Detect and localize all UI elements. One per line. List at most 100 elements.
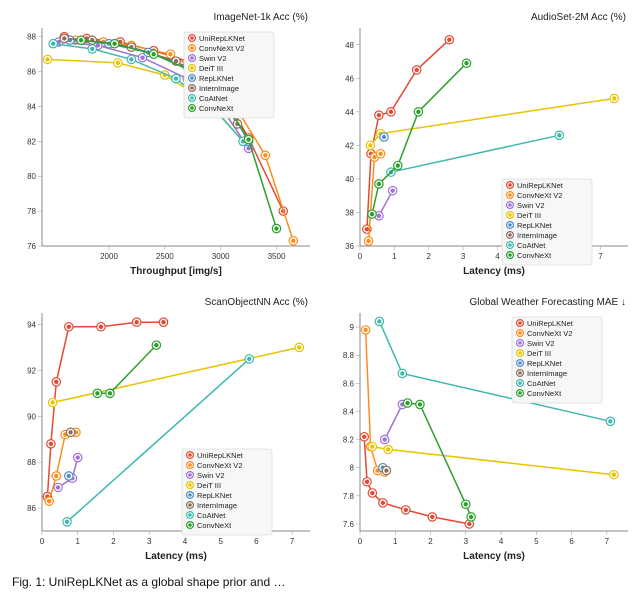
data-point-deit3 [49, 398, 57, 406]
data-point-replknet [65, 471, 73, 479]
legend-label-convnextv2: ConvNeXt V2 [527, 329, 572, 338]
data-point-convnext [416, 400, 424, 408]
data-point-deit3 [610, 470, 618, 478]
data-point-unireplknet [445, 36, 453, 44]
y-tick-label: 8.8 [343, 351, 355, 360]
data-point-coatnet [398, 369, 406, 377]
data-point-convnextv2 [261, 151, 269, 159]
x-tick-label: 3000 [212, 252, 230, 261]
x-tick-label: 1 [393, 537, 398, 546]
data-point-convnext [394, 161, 402, 169]
x-tick-label: 0 [40, 537, 45, 546]
data-point-coatnet [245, 354, 253, 362]
legend-label-convnextv2: ConvNeXt V2 [199, 44, 244, 53]
x-axis-label: Latency (ms) [463, 551, 525, 562]
y-tick-label: 90 [27, 412, 36, 421]
data-point-convnext [152, 340, 160, 348]
legend-label-convnextv2: ConvNeXt V2 [197, 461, 242, 470]
panel-weather-mae: 012345677.67.888.28.48.68.89Global Weath… [322, 289, 636, 570]
data-point-replknet [380, 133, 388, 141]
data-point-deit3 [366, 141, 374, 149]
data-point-swinv2 [54, 483, 62, 491]
data-point-deit3 [368, 442, 376, 450]
legend-label-unireplknet: UniRepLKNet [197, 451, 244, 460]
x-tick-label: 2 [111, 537, 116, 546]
legend: UniRepLKNetConvNeXt V2Swin V2DeiT IIIRep… [182, 449, 272, 535]
x-tick-label: 3 [461, 252, 466, 261]
data-point-swinv2 [74, 453, 82, 461]
data-point-unireplknet [379, 498, 387, 506]
data-point-unireplknet [363, 477, 371, 485]
x-tick-label: 7 [290, 537, 295, 546]
y-tick-label: 38 [345, 208, 354, 217]
data-point-unireplknet [387, 108, 395, 116]
data-point-convnext [93, 389, 101, 397]
y-tick-label: 8 [350, 463, 355, 472]
data-point-convnext [462, 59, 470, 67]
data-point-coatnet [555, 131, 563, 139]
figure-caption: Fig. 1: UniRepLKNet as a global shape pr… [4, 573, 636, 595]
panel-title: ScanObjectNN Acc (%) [205, 297, 308, 308]
x-tick-label: 1 [76, 537, 81, 546]
y-tick-label: 48 [345, 41, 354, 50]
legend-label-unireplknet: UniRepLKNet [527, 319, 574, 328]
legend-label-coatnet: CoAtNet [197, 511, 226, 520]
y-tick-label: 46 [345, 74, 354, 83]
data-point-internimage [88, 36, 96, 44]
x-tick-label: 0 [358, 537, 363, 546]
data-point-convnextv2 [361, 325, 369, 333]
x-axis-label: Latency (ms) [145, 551, 207, 562]
chart-grid: 200025003000350076788082848688ImageNet-1… [0, 0, 640, 595]
legend-label-unireplknet: UniRepLKNet [517, 181, 564, 190]
data-point-convnext [110, 39, 118, 47]
data-point-swinv2 [388, 186, 396, 194]
y-tick-label: 86 [27, 504, 36, 513]
data-point-convnext [368, 210, 376, 218]
legend-label-replknet: RepLKNet [199, 74, 235, 83]
legend-label-internimage: InternImage [199, 84, 239, 93]
y-tick-label: 76 [27, 242, 36, 251]
legend-label-internimage: InternImage [527, 369, 567, 378]
data-point-unireplknet [65, 322, 73, 330]
legend-label-convnext: ConvNeXt [517, 251, 552, 260]
x-tick-label: 7 [598, 252, 603, 261]
legend: UniRepLKNetConvNeXt V2Swin V2DeiT IIIRep… [502, 179, 592, 265]
x-tick-label: 5 [534, 537, 539, 546]
data-point-convnext [375, 180, 383, 188]
legend-label-replknet: RepLKNet [517, 221, 553, 230]
data-point-coatnet [127, 55, 135, 63]
data-point-unireplknet [368, 488, 376, 496]
x-tick-label: 5 [218, 537, 223, 546]
data-point-convnext [462, 500, 470, 508]
legend-label-convnext: ConvNeXt [527, 389, 562, 398]
data-point-convnext [414, 108, 422, 116]
y-tick-label: 78 [27, 207, 36, 216]
x-tick-label: 4 [495, 252, 500, 261]
data-point-unireplknet [97, 322, 105, 330]
data-point-convnext [149, 50, 157, 58]
data-point-convnext [467, 512, 475, 520]
legend-label-unireplknet: UniRepLKNet [199, 34, 246, 43]
legend-label-swinv2: Swin V2 [527, 339, 555, 348]
x-tick-label: 4 [183, 537, 188, 546]
y-tick-label: 8.2 [343, 435, 355, 444]
data-point-convnextv2 [52, 471, 60, 479]
y-tick-label: 84 [27, 102, 36, 111]
data-point-deit3 [295, 343, 303, 351]
x-tick-label: 7 [605, 537, 610, 546]
legend-label-replknet: RepLKNet [197, 491, 233, 500]
data-point-unireplknet [402, 505, 410, 513]
data-point-deit3 [43, 55, 51, 63]
x-axis-label: Throughput [img/s] [130, 266, 222, 277]
data-point-convnextv2 [289, 237, 297, 245]
y-tick-label: 80 [27, 172, 36, 181]
data-point-internimage [66, 428, 74, 436]
panel-audioset-acc: 0123456736384042444648AudioSet-2M Acc (%… [322, 4, 636, 285]
data-point-unireplknet [428, 512, 436, 520]
legend-label-coatnet: CoAtNet [199, 94, 228, 103]
x-tick-label: 6 [254, 537, 259, 546]
legend-label-internimage: InternImage [517, 231, 557, 240]
y-tick-label: 86 [27, 68, 36, 77]
legend-label-swinv2: Swin V2 [199, 54, 227, 63]
y-tick-label: 36 [345, 242, 354, 251]
